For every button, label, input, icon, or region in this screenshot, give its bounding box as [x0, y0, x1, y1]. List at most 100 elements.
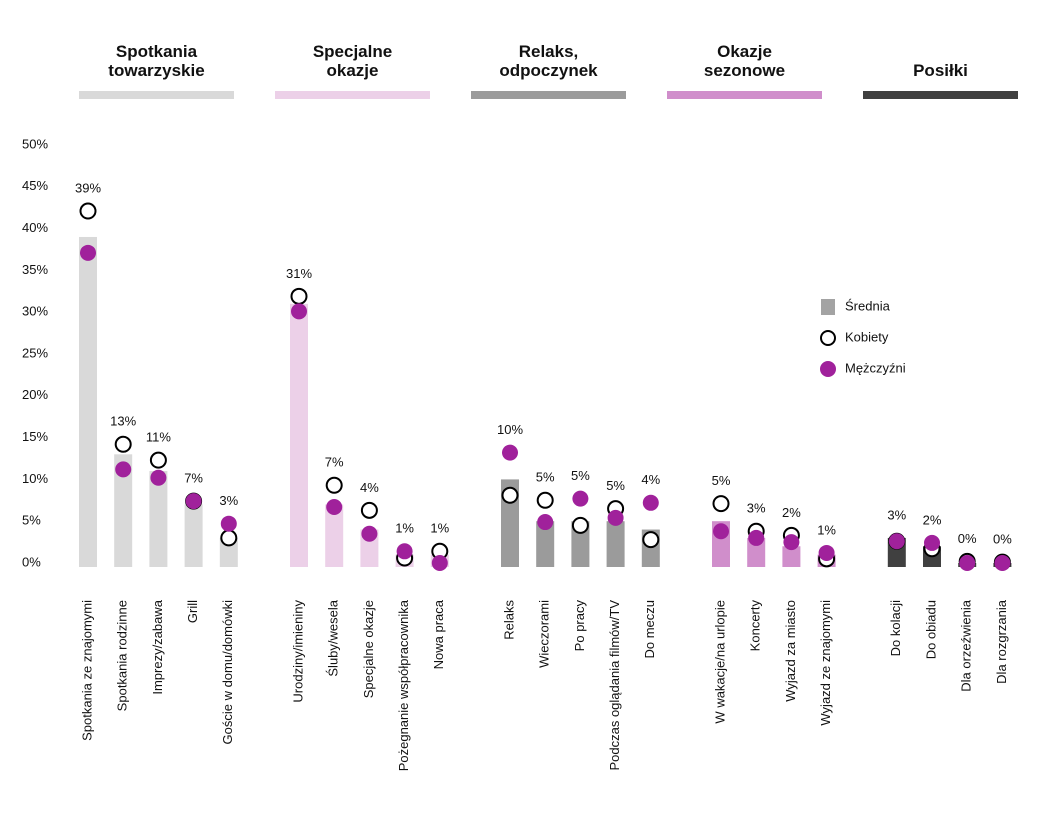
value-label: 5%: [712, 473, 731, 488]
y-tick-label: 5%: [22, 513, 41, 528]
women-marker: [290, 287, 308, 305]
legend-swatch: [820, 330, 836, 346]
group-bar: [863, 91, 1018, 99]
women-marker: [536, 491, 554, 509]
men-marker: [115, 461, 132, 478]
x-tick-label: Do kolacji: [888, 600, 903, 656]
x-tick-label: Dla orzeźwienia: [959, 599, 974, 692]
value-label: 5%: [606, 478, 625, 493]
bar: [747, 537, 766, 567]
x-tick-label: Specjalne okazje: [361, 600, 376, 698]
x-tick-label: Grill: [185, 600, 200, 623]
value-label: 1%: [395, 521, 414, 536]
value-label: 10%: [497, 422, 523, 437]
y-tick-label: 50%: [22, 136, 48, 151]
legend-label: Mężczyźni: [845, 360, 906, 375]
value-label: 5%: [536, 470, 555, 485]
x-tick-label: Wyjazd ze znajomymi: [818, 600, 833, 726]
men-marker: [783, 534, 800, 551]
value-label: 4%: [641, 472, 660, 487]
bar: [219, 537, 238, 567]
bar: [606, 521, 625, 567]
women-marker: [571, 516, 589, 534]
y-tick-label: 15%: [22, 429, 48, 444]
x-tick-label: Goście w domu/domówki: [220, 600, 235, 745]
value-label: 3%: [887, 507, 906, 522]
men-marker: [924, 534, 940, 551]
men-marker: [326, 498, 343, 515]
bar: [325, 504, 344, 567]
group-title: Okazje sezonowe: [703, 42, 786, 80]
women-marker: [712, 495, 730, 513]
women-marker: [642, 531, 660, 549]
value-label: 3%: [747, 501, 766, 516]
group-bar: [471, 91, 626, 99]
men-marker: [396, 543, 413, 560]
x-tick-label: Imprezy/zabawa: [150, 599, 165, 694]
value-label: 39%: [75, 180, 101, 195]
y-tick-label: 40%: [22, 220, 48, 235]
value-label: 13%: [110, 414, 136, 429]
group-bar: [79, 91, 234, 99]
y-tick-label: 25%: [22, 345, 48, 360]
x-tick-label: Podczas oglądania filmów/TV: [607, 600, 622, 771]
men-marker: [291, 303, 307, 320]
y-tick-label: 10%: [22, 471, 48, 486]
legend-swatch: [821, 299, 835, 315]
value-label: 5%: [571, 468, 590, 483]
women-marker: [325, 476, 343, 494]
men-marker: [185, 493, 202, 510]
men-marker: [959, 555, 976, 571]
x-tick-label: Nowa praca: [431, 599, 446, 669]
value-label: 2%: [782, 505, 801, 520]
men-marker: [888, 533, 905, 550]
men-marker: [502, 444, 518, 461]
women-marker: [501, 486, 519, 504]
y-tick-label: 45%: [22, 178, 48, 193]
y-tick-label: 0%: [22, 554, 41, 569]
women-marker: [220, 529, 238, 547]
value-label: 7%: [325, 455, 344, 470]
bar: [290, 303, 308, 567]
x-tick-label: Do meczu: [642, 600, 657, 659]
legend-label: Kobiety: [845, 329, 889, 344]
women-marker: [149, 451, 167, 469]
x-tick-label: Koncerty: [748, 600, 763, 652]
y-tick-label: 20%: [22, 387, 48, 402]
men-marker: [220, 515, 237, 532]
bar: [571, 521, 590, 567]
group-title: Posiłki: [913, 61, 968, 80]
value-label: 4%: [360, 480, 379, 495]
group-bar: [275, 91, 430, 99]
bar: [184, 504, 203, 567]
x-tick-label: Śluby/wesela: [326, 599, 341, 676]
y-tick-label: 35%: [22, 262, 48, 277]
men-marker: [818, 544, 835, 561]
men-marker: [150, 469, 167, 486]
group-title: Specjalne okazje: [312, 42, 393, 80]
group-bar: [667, 91, 822, 99]
x-tick-label: Spotkania rodzinne: [115, 600, 130, 711]
x-tick-label: Po pracy: [572, 600, 587, 652]
value-label: 11%: [146, 430, 171, 445]
group-title: Relaks, odpoczynek: [499, 42, 598, 80]
women-marker: [360, 501, 378, 519]
x-tick-label: Relaks: [501, 600, 516, 640]
legend-swatch: [820, 361, 836, 377]
value-label: 0%: [958, 531, 977, 546]
men-marker: [80, 244, 96, 261]
men-marker: [713, 523, 729, 540]
men-marker: [642, 494, 659, 511]
x-tick-label: Pożegnanie współpracownika: [396, 599, 411, 771]
men-marker: [748, 529, 765, 546]
value-label: 0%: [993, 532, 1012, 547]
women-marker: [114, 435, 132, 453]
group-title: Spotkania towarzyskie: [108, 42, 205, 80]
x-tick-label: Spotkania ze znajomymi: [79, 600, 94, 741]
x-tick-label: Wieczorami: [537, 600, 552, 668]
x-tick-label: Dla rozgrzania: [994, 599, 1009, 684]
x-tick-label: W wakacje/na urlopie: [712, 600, 727, 724]
men-marker: [537, 514, 554, 531]
